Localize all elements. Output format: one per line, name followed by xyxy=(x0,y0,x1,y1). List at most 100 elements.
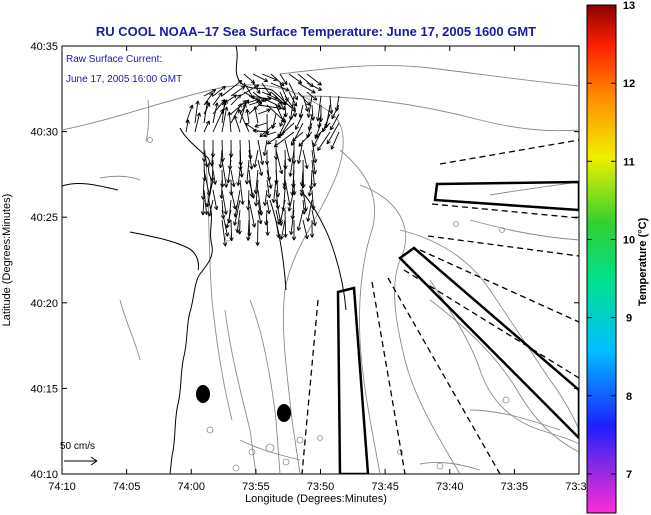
current-vector xyxy=(230,169,236,188)
scale-label: 50 cm/s xyxy=(60,441,95,452)
current-vector xyxy=(248,199,257,228)
current-vector xyxy=(221,159,229,188)
current-vector xyxy=(314,122,331,139)
current-vector xyxy=(279,73,288,86)
colorbar-tick-label: 10 xyxy=(623,234,635,246)
current-vector xyxy=(253,179,259,207)
current-vector xyxy=(306,73,322,86)
current-vector xyxy=(288,73,303,84)
current-vector xyxy=(243,91,261,103)
current-vector xyxy=(270,82,290,92)
current-vector xyxy=(255,219,260,246)
current-vector xyxy=(297,82,316,94)
current-vector xyxy=(259,122,277,138)
current-vector xyxy=(328,95,334,114)
current-vector xyxy=(287,189,295,212)
current-vector xyxy=(238,108,250,133)
y-axis-label: Latitude (Degrees:Minutes) xyxy=(1,194,13,327)
current-vector xyxy=(279,91,287,106)
current-vector xyxy=(212,85,227,97)
current-vector xyxy=(246,219,251,241)
current-vector xyxy=(252,91,265,103)
current-vector xyxy=(262,189,268,207)
map-layers xyxy=(62,46,579,474)
x-tick-label: 73:40 xyxy=(436,481,464,493)
chart-title: RU COOL NOAA–17 Sea Surface Temperature:… xyxy=(96,24,536,39)
x-axis-ticks: 74:10 74:05 74:00 73:55 73:50 73:45 73:40 73:35… xyxy=(48,46,593,493)
current-vector xyxy=(203,89,217,97)
x-tick-label: 74:05 xyxy=(113,481,141,493)
current-vector xyxy=(252,73,269,82)
current-vector xyxy=(278,199,286,224)
current-vector xyxy=(311,159,317,187)
current-vector xyxy=(203,149,209,168)
x-tick-label: 74:00 xyxy=(177,481,205,493)
current-vector xyxy=(279,113,286,127)
current-vector xyxy=(257,209,263,225)
current-vector xyxy=(233,199,241,226)
colorbar-tick-label: 7 xyxy=(626,469,632,481)
current-vector xyxy=(252,82,261,94)
current-vector xyxy=(331,104,340,120)
scale-arrow xyxy=(64,456,98,466)
current-vector xyxy=(221,209,230,237)
colorbar-tick-label: 11 xyxy=(623,156,635,168)
y-axis-ticks: 40:10 40:15 40:20 40:25 40:30 40:35 xyxy=(30,41,579,481)
current-vector xyxy=(306,82,323,91)
current-vector xyxy=(296,139,304,164)
current-vector xyxy=(275,149,284,175)
y-tick-label: 40:25 xyxy=(30,212,58,224)
current-vector xyxy=(248,149,254,170)
current-vector xyxy=(200,199,206,216)
current-vector xyxy=(298,131,313,147)
x-tick-label: 73:30 xyxy=(565,481,593,493)
current-vector xyxy=(221,219,228,247)
colorbar-ticks: 7 8 9 10 11 12 13 xyxy=(587,0,635,481)
current-vector xyxy=(212,189,219,211)
current-vector xyxy=(266,169,273,189)
current-vector xyxy=(313,131,322,148)
current-vector xyxy=(233,115,241,133)
current-vector xyxy=(218,149,223,169)
current-vector xyxy=(302,219,309,240)
current-vector xyxy=(317,131,331,151)
current-vector xyxy=(239,159,244,178)
current-vector xyxy=(294,113,304,130)
current-vector xyxy=(185,104,194,124)
colorbar-tick-label: 13 xyxy=(623,0,635,12)
x-axis-label: Longitude (Degrees:Minutes) xyxy=(245,493,387,505)
current-vector xyxy=(271,179,277,204)
buoy-marker xyxy=(196,385,210,403)
current-vector xyxy=(284,139,292,163)
current-vector xyxy=(212,92,223,106)
current-vector xyxy=(265,219,270,236)
current-vector xyxy=(288,91,298,107)
current-vector xyxy=(279,82,289,102)
x-tick-label: 73:45 xyxy=(371,481,399,493)
current-vector xyxy=(194,112,202,133)
current-vector xyxy=(283,209,288,238)
annotation-line2: June 17, 2005 16:00 GMT xyxy=(66,74,182,85)
current-vector xyxy=(185,119,190,133)
current-vector xyxy=(248,179,255,199)
current-vector xyxy=(306,91,318,101)
y-tick-label: 40:15 xyxy=(30,383,58,395)
current-vector xyxy=(230,85,246,97)
current-vector xyxy=(291,122,304,146)
x-tick-label: 73:55 xyxy=(242,481,270,493)
current-vector xyxy=(203,100,210,124)
current-vector xyxy=(239,103,247,124)
current-vector xyxy=(291,219,297,241)
current-vector xyxy=(212,102,219,124)
current-vector xyxy=(279,219,286,240)
colorbar-tick-label: 9 xyxy=(626,313,632,325)
colorbar xyxy=(586,4,617,514)
current-vector xyxy=(253,149,259,168)
current-vector xyxy=(212,169,218,185)
current-vector xyxy=(244,159,250,185)
y-tick-label: 40:30 xyxy=(30,127,58,139)
colorbar-tick-label: 8 xyxy=(626,391,632,403)
current-vector xyxy=(257,108,271,115)
current-vector xyxy=(291,131,304,142)
current-vector xyxy=(306,199,313,222)
